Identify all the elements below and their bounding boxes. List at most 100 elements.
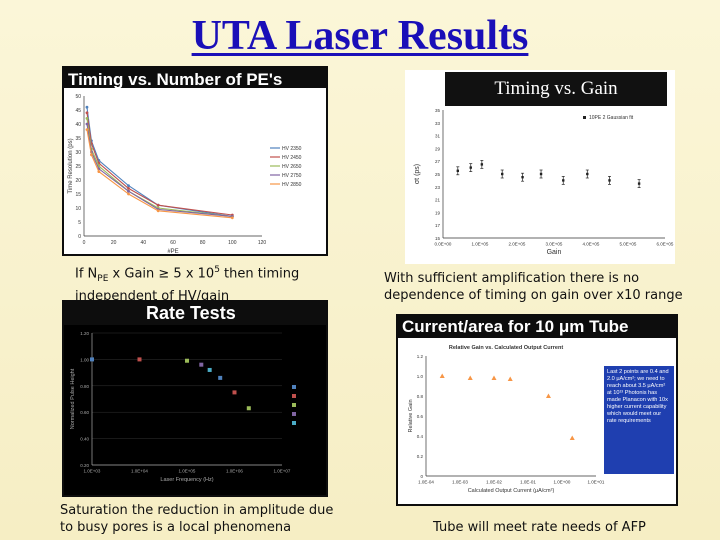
legend-label: HV 2750 xyxy=(282,173,302,179)
y-tick-label: 1.20 xyxy=(80,331,89,336)
y-tick-label: 21 xyxy=(435,198,441,203)
chart-1-plot: 0 5 10 15 20 25 30 35 40 45 50 0 20 40 60 80 100 120 #PE Ti… xyxy=(64,88,326,255)
y-tick-label: 0.60 xyxy=(80,410,89,415)
x-axis-label: Laser Frequency (Hz) xyxy=(160,477,213,483)
caption-bottom-left: Saturation the reduction in amplitude du… xyxy=(60,502,333,536)
data-point xyxy=(185,358,189,363)
y-tick-label: 0.40 xyxy=(80,437,89,442)
y-tick-label: 35 xyxy=(435,108,441,113)
y-tick-label: 5 xyxy=(78,220,81,226)
chart-3-plot: 0.20 0.40 0.60 0.80 1.00 1.20 1.0E+03 1.0E+04 1.… xyxy=(64,325,326,495)
caption-bottom-right: Tube will meet rate needs of AFP xyxy=(433,519,646,536)
x-tick-label: 1.0E+01 xyxy=(588,480,605,485)
data-point xyxy=(85,122,89,126)
data-point xyxy=(480,163,484,166)
x-tick-label: 5.0E+05 xyxy=(620,242,637,247)
chart-4-annotation: Last 2 points are 0.4 and 2.0 μA/cm²; we… xyxy=(604,366,674,474)
caption-bl-line1: Saturation the reduction in amplitude du… xyxy=(60,503,334,518)
data-point xyxy=(85,117,89,120)
y-tick-label: 50 xyxy=(75,94,81,100)
data-point xyxy=(456,169,459,172)
y-tick-label: 1.2 xyxy=(417,354,424,359)
y-tick-label: 31 xyxy=(435,134,441,139)
x-tick-label: 1.0E+00 xyxy=(554,480,571,485)
data-point xyxy=(637,182,641,185)
chart-1-title: Timing vs. Number of PE's xyxy=(68,70,283,89)
y-tick-label: 27 xyxy=(435,159,441,164)
caption-tr-line2: dependence of timing on gain over x10 ra… xyxy=(384,288,683,303)
chart-timing-vs-pe: Timing vs. Number of PE's 0 5 10 15 20 25 30 35… xyxy=(62,66,328,256)
x-axis-label: #PE xyxy=(167,249,178,255)
chart-2-title-bar xyxy=(445,72,667,106)
chart-4-subtitle: Relative Gain vs. Calculated Output Curr… xyxy=(449,345,563,351)
x-tick-label: 120 xyxy=(258,240,267,246)
series-line-3 xyxy=(86,123,233,217)
series-line-1 xyxy=(86,112,233,216)
chart-2-title: Timing vs. Gain xyxy=(494,78,618,99)
x-tick-label: 0.0E+00 xyxy=(435,242,452,247)
legend-swatch xyxy=(292,385,296,389)
y-tick-label: 40 xyxy=(75,122,81,128)
y-tick-label: 1.00 xyxy=(80,357,89,362)
data-point xyxy=(127,192,130,196)
x-tick-label: 4.0E+05 xyxy=(583,242,600,247)
y-axis-label: σt (ps) xyxy=(414,164,421,184)
y-tick-label: 30 xyxy=(75,150,81,156)
caption-br-line1: Tube will meet rate needs of AFP xyxy=(433,520,646,535)
caption-bl-line2: to busy pores is a local phenomena xyxy=(60,520,292,535)
y-tick-label: 0.2 xyxy=(417,454,424,459)
data-point xyxy=(545,393,551,398)
x-tick-label: 1.0E+05 xyxy=(179,469,196,474)
data-point xyxy=(90,153,93,157)
data-point xyxy=(156,209,160,213)
data-point xyxy=(521,176,524,179)
y-tick-label: 0.8 xyxy=(417,394,424,399)
y-tick-label: 15 xyxy=(435,236,441,241)
y-tick-label: 33 xyxy=(435,121,441,126)
x-tick-label: 1.0E+06 xyxy=(226,469,243,474)
x-axis-label: Calculated Output Current (μA/cm²) xyxy=(468,488,555,494)
x-axis-label: Gain xyxy=(547,249,562,256)
data-point xyxy=(230,216,234,220)
chart-2-plot: 15 17 19 21 23 25 27 29 31 33 35 0.0E+00 1.0E+05 2.0E… xyxy=(414,108,674,256)
y-tick-label: 15 xyxy=(75,192,81,198)
x-tick-label: 100 xyxy=(228,240,237,246)
y-tick-label: 25 xyxy=(435,172,441,177)
series-line-4 xyxy=(86,129,233,219)
y-tick-label: 19 xyxy=(435,210,441,215)
x-tick-label: 1.0E+03 xyxy=(84,469,101,474)
legend-marker xyxy=(583,116,586,119)
data-point xyxy=(90,357,94,362)
data-point xyxy=(156,203,160,207)
legend-label: 10PE 2 Gaussian fit xyxy=(589,115,634,121)
data-point xyxy=(218,375,223,380)
chart-rate-tests: Rate Tests 0.20 0.40 0.60 0.80 1.00 1.20 1.0E+… xyxy=(62,300,328,497)
legend-swatch xyxy=(292,421,296,425)
y-tick-label: 29 xyxy=(435,146,441,151)
data-point xyxy=(85,128,89,131)
data-point xyxy=(491,375,497,380)
x-tick-label: 1.0E-02 xyxy=(486,480,502,485)
chart-3-title: Rate Tests xyxy=(146,303,236,323)
data-point xyxy=(127,184,130,187)
y-tick-label: 35 xyxy=(75,136,81,142)
data-point xyxy=(127,187,130,190)
legend-swatch xyxy=(292,412,296,416)
data-point xyxy=(562,179,565,182)
caption-top-right: With sufficient amplification there is n… xyxy=(384,270,683,304)
x-tick-label: 20 xyxy=(111,240,117,246)
y-tick-label: 23 xyxy=(435,185,441,190)
chart-3-background xyxy=(64,325,326,495)
data-point xyxy=(207,367,212,372)
data-point xyxy=(246,406,251,411)
chart-4-title: Current/area for 10 μm Tube xyxy=(402,317,629,336)
y-tick-label: 20 xyxy=(75,178,81,184)
data-point xyxy=(85,105,89,109)
data-point xyxy=(469,166,472,169)
data-point xyxy=(85,111,89,115)
data-point xyxy=(586,172,589,176)
slide-title: UTA Laser Results xyxy=(191,13,529,59)
legend-swatch xyxy=(292,394,296,398)
legend-label: HV 2850 xyxy=(282,182,302,188)
y-tick-label: 0.6 xyxy=(417,414,424,419)
